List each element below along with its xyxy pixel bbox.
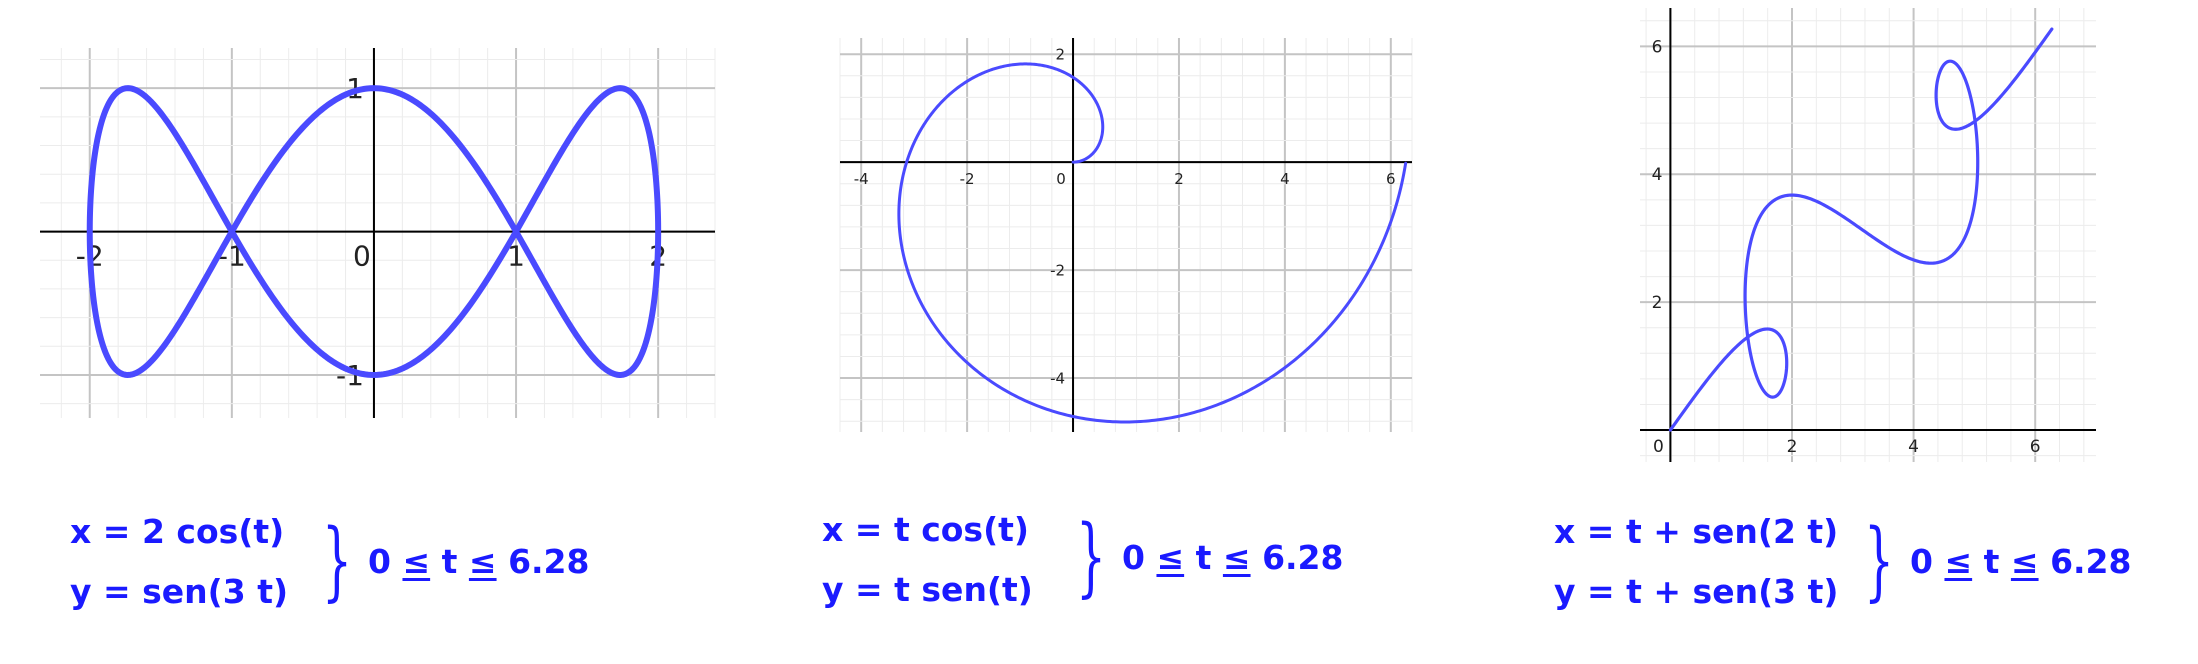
t-min: 0 bbox=[1910, 542, 1933, 581]
chart-1-y-equation: y = sen(3 t) bbox=[70, 572, 289, 611]
x-expr: 2 cos(t) bbox=[141, 512, 285, 551]
x-var: x bbox=[822, 510, 844, 549]
x-tick-label: 6 bbox=[1386, 170, 1396, 188]
x-tick-label: 0 bbox=[353, 240, 371, 273]
y-tick-label: -4 bbox=[1050, 369, 1065, 387]
chart-2-plot: -4 -2 0 2 4 6 2 -2 -4 bbox=[839, 38, 1413, 432]
t-var: t bbox=[1983, 542, 2000, 581]
x-tick-label: 6 bbox=[2030, 437, 2041, 457]
x-tick-label: -2 bbox=[960, 170, 975, 188]
series-curve bbox=[897, 62, 1408, 424]
x-tick-label: -4 bbox=[854, 170, 869, 188]
le-sign: ≤ bbox=[468, 542, 497, 581]
y-var: y bbox=[822, 570, 844, 609]
x-tick-label: 2 bbox=[1787, 437, 1798, 457]
chart-2-brace: } bbox=[1076, 507, 1107, 607]
x-tick-label: 4 bbox=[1280, 170, 1290, 188]
t-var: t bbox=[441, 542, 458, 581]
chart-2-grid bbox=[839, 38, 1413, 432]
le-sign: ≤ bbox=[1222, 538, 1251, 577]
t-min: 0 bbox=[1122, 538, 1145, 577]
chart-panel-1: -2 -1 0 1 2 1 -1 x = 2 cos(t) y = sen(3 t) } 0… bbox=[0, 0, 716, 664]
y-tick-label: 2 bbox=[1055, 45, 1065, 63]
le-sign: ≤ bbox=[1156, 538, 1185, 577]
y-var: y bbox=[70, 572, 92, 611]
x-var: x bbox=[1554, 512, 1576, 551]
series-curve bbox=[86, 85, 662, 378]
chart-1-brace: } bbox=[322, 511, 353, 611]
t-var: t bbox=[1195, 538, 1212, 577]
chart-panel-3: 0 2 4 6 6 4 2 x = t + sen(2 t) y = t + sen(3 t… bbox=[1480, 0, 2198, 664]
x-expr: t cos(t) bbox=[893, 510, 1030, 549]
t-max: 6.28 bbox=[508, 542, 590, 581]
y-tick-label: 4 bbox=[1652, 165, 1663, 185]
chart-3-x-equation: x = t + sen(2 t) bbox=[1554, 512, 1839, 551]
chart-2-y-equation: y = t sen(t) bbox=[822, 570, 1033, 609]
x-tick-label: 2 bbox=[1174, 170, 1184, 188]
x-tick-label: 0 bbox=[1056, 170, 1066, 188]
y-var: y bbox=[1554, 572, 1576, 611]
x-tick-label: 0 bbox=[1653, 437, 1664, 457]
chart-1-x-equation: x = 2 cos(t) bbox=[70, 512, 285, 551]
chart-2-x-equation: x = t cos(t) bbox=[822, 510, 1030, 549]
chart-3-brace: } bbox=[1864, 511, 1895, 611]
chart-panel-2: -4 -2 0 2 4 6 2 -2 -4 x = t cos(t) y = t sen(t) … bbox=[740, 0, 1440, 664]
x-var: x bbox=[70, 512, 92, 551]
t-max: 6.28 bbox=[1262, 538, 1344, 577]
t-max: 6.28 bbox=[2050, 542, 2132, 581]
chart-3-plot: 0 2 4 6 6 4 2 bbox=[1640, 8, 2096, 462]
t-min: 0 bbox=[368, 542, 391, 581]
x-tick-label: 1 bbox=[507, 240, 525, 273]
y-tick-label: 6 bbox=[1652, 37, 1663, 57]
series-curve bbox=[1668, 27, 2054, 432]
chart-1-plot: -2 -1 0 1 21-1 bbox=[40, 48, 716, 418]
le-sign: ≤ bbox=[2010, 542, 2039, 581]
y-expr: t sen(t) bbox=[894, 570, 1033, 609]
y-tick-label: -2 bbox=[1050, 261, 1065, 279]
y-expr: t + sen(3 t) bbox=[1626, 572, 1839, 611]
chart-1-grid bbox=[40, 48, 716, 418]
chart-1-range: 0 ≤ t ≤ 6.28 bbox=[368, 542, 589, 581]
y-tick-label: 2 bbox=[1652, 293, 1663, 313]
x-expr: t + sen(2 t) bbox=[1625, 512, 1839, 551]
y-expr: sen(3 t) bbox=[142, 572, 289, 611]
le-sign: ≤ bbox=[1944, 542, 1973, 581]
le-sign: ≤ bbox=[402, 542, 431, 581]
chart-3-y-equation: y = t + sen(3 t) bbox=[1554, 572, 1839, 611]
chart-3-range: 0 ≤ t ≤ 6.28 bbox=[1910, 542, 2131, 581]
x-tick-label: 4 bbox=[1908, 437, 1919, 457]
chart-2-range: 0 ≤ t ≤ 6.28 bbox=[1122, 538, 1343, 577]
